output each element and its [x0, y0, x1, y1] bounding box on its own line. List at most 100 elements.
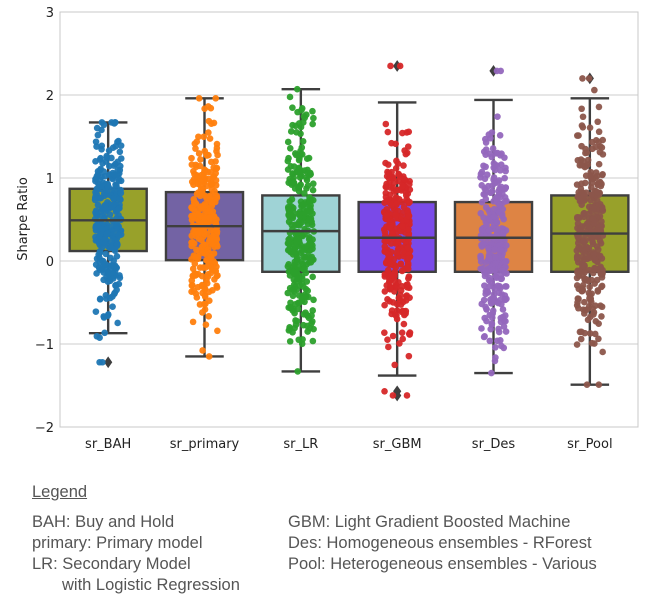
strip-point: [93, 143, 100, 150]
strip-point: [98, 225, 106, 233]
strip-point: [295, 120, 303, 127]
strip-point: [305, 217, 313, 224]
strip-point: [384, 128, 392, 136]
legend-column-right: GBM: Light Gradient Boosted Machine Des:…: [288, 512, 597, 596]
strip-point: [97, 154, 104, 162]
strip-point: [110, 290, 118, 298]
strip-point: [495, 328, 503, 336]
strip-point: [197, 156, 204, 163]
strip-point: [298, 105, 306, 112]
strip-point: [481, 314, 488, 322]
box-sr_GBM: [357, 60, 437, 402]
legend-entry-des: Des: Homogeneous ensembles - RForest: [288, 534, 592, 552]
outlier-marker: [104, 356, 113, 369]
strip-point: [590, 205, 598, 212]
strip-point: [587, 296, 594, 304]
strip-point: [298, 247, 306, 255]
strip-point: [212, 95, 219, 102]
strip-point: [285, 179, 292, 186]
strip-point: [381, 288, 389, 295]
strip-point: [399, 129, 406, 137]
strip-point: [381, 228, 389, 236]
strip-point: [113, 181, 120, 189]
strip-point: [400, 320, 408, 328]
strip-point: [480, 268, 488, 276]
legend-entry-pool: Pool: Heterogeneous ensembles - Various: [288, 555, 597, 573]
strip-point: [115, 175, 123, 182]
strip-point: [488, 320, 496, 327]
x-tick-label: sr_Pool: [567, 437, 613, 452]
strip-point: [485, 227, 493, 234]
strip-point: [202, 321, 210, 328]
strip-point: [502, 328, 510, 335]
strip-point: [98, 146, 105, 153]
strip-point: [405, 352, 413, 360]
strip-point: [194, 211, 202, 218]
strip-point: [93, 270, 100, 277]
strip-point: [205, 193, 213, 200]
strip-point: [573, 341, 581, 348]
legend-columns: BAH: Buy and Hold primary: Primary model…: [32, 512, 642, 596]
strip-point: [292, 151, 300, 159]
strip-point: [574, 213, 581, 221]
strip-point: [583, 381, 591, 388]
strip-point: [387, 184, 394, 191]
strip-point: [599, 205, 606, 213]
strip-point: [291, 283, 299, 291]
strip-point: [481, 282, 488, 289]
strip-point: [579, 123, 587, 131]
strip-point: [212, 226, 220, 234]
strip-point: [199, 264, 207, 271]
strip-point: [117, 189, 125, 197]
strip-point: [594, 246, 602, 253]
strip-point: [403, 292, 411, 299]
strip-point: [285, 261, 292, 268]
strip-point: [595, 138, 602, 146]
strip-point: [498, 212, 506, 220]
strip-point: [598, 303, 606, 311]
strip-point: [493, 219, 500, 226]
strip-point: [394, 160, 402, 167]
strip-point: [384, 336, 391, 344]
strip-point: [205, 353, 213, 360]
strip-point: [310, 296, 317, 304]
strip-point: [392, 264, 399, 271]
strip-point: [389, 392, 397, 399]
legend-entry-gbm: GBM: Light Gradient Boosted Machine: [288, 513, 571, 531]
strip-point: [201, 286, 209, 293]
strip-point: [587, 173, 594, 181]
strip-point: [201, 202, 209, 209]
strip-point: [209, 208, 217, 215]
y-tick-label: 2: [46, 89, 54, 104]
strip-point: [100, 168, 108, 175]
strip-point: [488, 314, 496, 322]
strip-point: [188, 242, 196, 250]
x-tick-label: sr_BAH: [85, 437, 131, 452]
strip-point: [482, 139, 490, 146]
strip-point: [399, 222, 406, 230]
strip-point: [578, 161, 586, 169]
strip-point: [191, 260, 199, 267]
strip-point: [581, 329, 589, 337]
strip-point: [577, 335, 585, 343]
strip-point: [201, 293, 209, 300]
strip-point: [594, 118, 602, 126]
strip-point: [100, 313, 107, 320]
strip-point: [203, 276, 210, 284]
strip-point: [212, 181, 220, 189]
strip-point: [573, 255, 581, 263]
legend-entry-bah: BAH: Buy and Hold: [32, 513, 175, 531]
strip-point: [195, 150, 203, 157]
strip-point: [393, 249, 401, 256]
strip-point: [477, 254, 485, 262]
strip-point: [595, 103, 603, 111]
strip-point: [593, 172, 601, 180]
strip-point: [387, 253, 394, 261]
y-tick-label: −2: [35, 421, 54, 436]
strip-point: [503, 283, 510, 290]
strip-point: [489, 294, 496, 302]
strip-point: [195, 133, 202, 141]
strip-point: [100, 121, 108, 129]
strip-point: [298, 201, 306, 208]
strip-point: [405, 226, 412, 233]
